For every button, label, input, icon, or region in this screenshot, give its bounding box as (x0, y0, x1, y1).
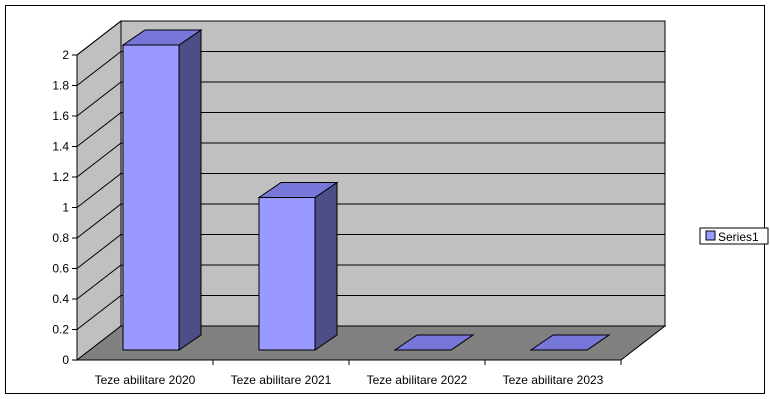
x-tick-labels: Teze abilitare 2020 Teze abilitare 2021 Te… (95, 373, 604, 387)
y-tick-label: 1.4 (52, 140, 69, 154)
legend: Series1 (699, 227, 769, 245)
axes (72, 54, 622, 365)
y-tick-label: 1 (62, 201, 69, 215)
y-tick-label: 0 (62, 353, 69, 367)
y-tick-label: 2 (62, 48, 69, 62)
y-tick-label: 0.4 (52, 292, 69, 306)
legend-box (699, 227, 769, 245)
x-tick-label: Teze abilitare 2020 (95, 373, 196, 387)
x-tick-label: Teze abilitare 2023 (503, 373, 604, 387)
y-tick-labels: 0 0.2 0.4 0.6 0.8 1 1.2 1.4 1.6 1.8 2 (52, 48, 69, 367)
bar-side (314, 181, 338, 351)
bar-3 (393, 334, 475, 351)
y-tick-label: 1.8 (52, 79, 69, 93)
gridline (76, 142, 665, 178)
bars (121, 29, 611, 351)
y-tick-label: 0.8 (52, 231, 69, 245)
bar-top (257, 182, 339, 198)
gridline (76, 51, 665, 86)
y-tick-label: 0.2 (52, 323, 69, 337)
bar-front (122, 44, 180, 351)
y-tick-label: 1.6 (52, 109, 69, 123)
bar-front (258, 197, 316, 351)
x-tick-label: Teze abilitare 2021 (231, 373, 332, 387)
gridlines (76, 20, 665, 330)
bar-1 (121, 29, 203, 351)
y-tick-label: 0.6 (52, 262, 69, 276)
gridline (76, 81, 665, 117)
x-tick-label: Teze abilitare 2022 (367, 373, 468, 387)
bar-4 (529, 334, 611, 351)
bar-top (121, 29, 203, 46)
gridline (76, 173, 665, 208)
legend-entry-series1: Series1 (718, 230, 759, 244)
bar-top (529, 334, 611, 351)
gridline (76, 264, 665, 300)
bar-2 (257, 181, 339, 351)
y-tick-label: 1.2 (52, 170, 69, 184)
gridline (76, 234, 665, 269)
gridline (76, 112, 665, 147)
gridline (76, 295, 665, 330)
legend-swatch (705, 230, 716, 241)
gridline (76, 20, 665, 56)
bar-side (178, 29, 202, 351)
gridline (76, 203, 665, 239)
bar-top (393, 334, 475, 351)
